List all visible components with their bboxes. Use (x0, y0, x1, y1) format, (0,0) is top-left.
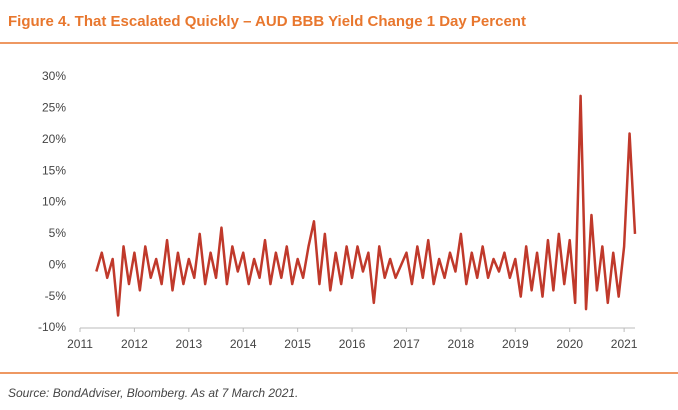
data-line (95, 94, 637, 317)
y-tick-label: 10% (42, 195, 66, 209)
x-tick-label: 2021 (611, 337, 638, 351)
y-tick-label: 0% (49, 257, 67, 271)
y-tick-label: 25% (42, 101, 66, 115)
x-tick-label: 2017 (393, 337, 420, 351)
x-tick-label: 2020 (556, 337, 583, 351)
chart-title: Figure 4. That Escalated Quickly – AUD B… (8, 13, 526, 30)
x-tick-label: 2015 (284, 337, 311, 351)
x-tick-label: 2014 (230, 337, 257, 351)
x-tick-label: 2016 (339, 337, 366, 351)
x-tick-label: 2012 (121, 337, 148, 351)
x-tick-label: 2013 (175, 337, 202, 351)
x-tick-label: 2018 (448, 337, 475, 351)
y-tick-label: -5% (45, 289, 67, 303)
y-tick-label: 30% (42, 69, 66, 83)
y-tick-label: 20% (42, 132, 66, 146)
y-tick-label: 5% (49, 226, 67, 240)
source-note: Source: BondAdviser, Bloomberg. As at 7 … (8, 386, 298, 400)
x-tick-label: 2019 (502, 337, 529, 351)
y-tick-label: -10% (38, 320, 66, 334)
x-tick-label: 2011 (67, 337, 93, 351)
y-tick-label: 15% (42, 163, 66, 177)
